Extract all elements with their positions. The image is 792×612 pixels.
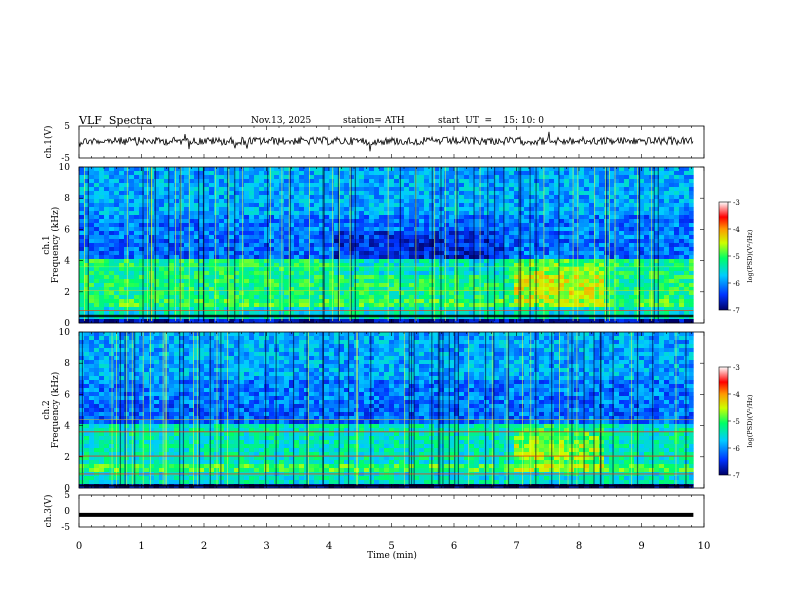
x-tick-label: 1 xyxy=(138,541,144,552)
x-tick-label: 5 xyxy=(388,541,394,552)
colorbar-title-ch2: log(PSD)(V²/Hz) xyxy=(746,394,754,447)
x-tick-label: 2 xyxy=(201,541,207,552)
chart-data-layer xyxy=(78,131,694,517)
y-tick-label-ch2: 6 xyxy=(64,390,70,400)
sferic-streaks-ch2 xyxy=(81,332,687,486)
x-tick-label: 10 xyxy=(698,541,711,552)
y-axis-title-ch3: ch.3(V) xyxy=(43,495,54,528)
colorbar-tick-label-ch2: -4 xyxy=(733,391,740,399)
ch1-waveform-trace xyxy=(78,131,694,152)
colorbar-tick-label-ch1: -6 xyxy=(733,280,740,288)
y-tick-label-ch2: 0 xyxy=(64,484,70,494)
x-tick-label: 8 xyxy=(576,541,582,552)
colorbar-tick-label-ch1: -7 xyxy=(733,307,740,315)
y-tick-label-ch2: 2 xyxy=(64,453,70,463)
y-tick-label-ch3: -5 xyxy=(61,523,70,533)
y-axis-title-ch1: ch.1(V) xyxy=(43,126,54,159)
x-tick-label: 6 xyxy=(451,541,457,552)
y-axis-group-label-ch2: ch.2 xyxy=(42,400,52,419)
x-tick-label: 0 xyxy=(76,541,82,552)
y-tick-label-ch1: 0 xyxy=(64,319,70,329)
panel-frame-w3 xyxy=(78,494,705,528)
chart-title: VLF Spectra xyxy=(79,114,153,127)
colorbar-title-ch1: log(PSD)(V²/Hz) xyxy=(746,229,754,282)
colorbar-ch2 xyxy=(718,366,729,476)
colorbar-tick-label-ch2: -5 xyxy=(733,418,740,426)
colorbar-tick-label-ch1: -5 xyxy=(733,253,740,261)
x-tick-label: 7 xyxy=(513,541,519,552)
spectrogram-cells-ch1 xyxy=(79,167,694,324)
colorbar-tick-label-ch1: -4 xyxy=(733,226,740,234)
y-axis-group-label-ch1: ch.1 xyxy=(42,235,52,254)
y-tick-label-ch2: 4 xyxy=(64,422,70,432)
y-axis-title-ch2: Frequency (kHz) xyxy=(50,372,61,449)
y-tick-label-ch3: 5 xyxy=(64,491,70,501)
y-tick-label-ch2: 8 xyxy=(64,359,70,369)
y-tick-label-ch1: 6 xyxy=(64,225,70,235)
station-label: station= ATH xyxy=(343,116,405,126)
colorbar-ch1 xyxy=(718,201,729,311)
sferic-streaks-ch1 xyxy=(84,167,659,321)
y-tick-label-ch1: 10 xyxy=(59,163,71,173)
colorbar-tick-label-ch1: -3 xyxy=(733,199,740,207)
colorbar-tick-label-ch2: -6 xyxy=(733,445,740,453)
y-tick-label-ch1: 4 xyxy=(64,257,70,267)
x-axis-title: Time (min) xyxy=(367,550,417,561)
y-tick-label-ch1: 2 xyxy=(64,288,70,298)
x-tick-label: 9 xyxy=(638,541,644,552)
start-time-label: start UT = 15: 10: 0 xyxy=(438,116,544,126)
y-tick-label-ch3: 0 xyxy=(64,507,70,517)
x-tick-label: 3 xyxy=(263,541,269,552)
date-label: Nov.13, 2025 xyxy=(251,116,312,126)
y-tick-label-ch1: 8 xyxy=(64,194,70,204)
y-axis-title-ch1: Frequency (kHz) xyxy=(50,207,61,284)
y-tick-label-ch1: 5 xyxy=(64,122,70,132)
colorbar-tick-label-ch2: -3 xyxy=(733,364,740,372)
y-tick-label-ch1: -5 xyxy=(61,154,70,164)
y-tick-label-ch2: 10 xyxy=(59,328,71,338)
colorbar-tick-label-ch2: -7 xyxy=(733,472,740,480)
x-tick-label: 4 xyxy=(326,541,332,552)
